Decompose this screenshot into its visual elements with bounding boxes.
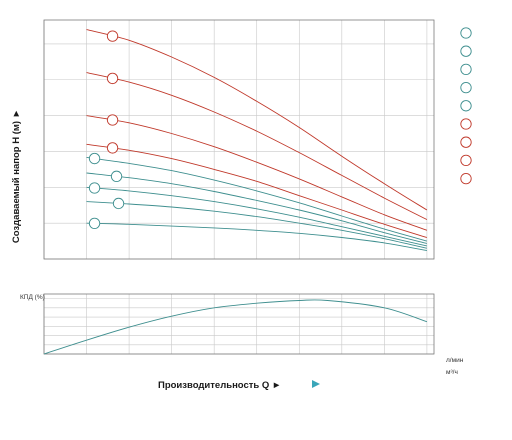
head-curve-2	[86, 201, 427, 249]
curve-marker-8	[106, 72, 119, 85]
curve-marker-7	[106, 114, 119, 126]
legend-marker-1	[460, 27, 472, 39]
head-curve-3	[86, 186, 427, 247]
efficiency-chart-panel	[43, 293, 435, 355]
curve-marker-4	[110, 170, 123, 182]
head-curve-8	[86, 72, 428, 221]
y-axis-title: Создаваемый напор H (м) ►	[11, 109, 22, 243]
head-chart-panel	[43, 19, 435, 260]
efficiency-axis-label: КПД (%)	[20, 294, 45, 301]
legend-marker-5	[460, 100, 472, 112]
efficiency-curve	[43, 299, 428, 355]
legend	[460, 27, 472, 185]
head-plot-frame	[43, 19, 435, 260]
legend-marker-4	[460, 81, 472, 94]
curve-marker-5	[88, 152, 101, 165]
axis-titles: Создаваемый напор H (м) ► КПД (%) Произв…	[11, 109, 464, 391]
head-curve-1	[86, 222, 427, 252]
curve-marker-2	[112, 197, 125, 210]
curve-marker-3	[88, 182, 101, 194]
x-axis-title: Производительность Q ►	[158, 380, 281, 391]
eff-plot-frame	[43, 293, 435, 355]
legend-marker-3	[460, 63, 472, 76]
curve-marker-1	[88, 217, 101, 230]
head-curve-6	[86, 143, 428, 238]
x-axis-arrow-icon	[312, 380, 320, 388]
legend-marker-2	[460, 45, 472, 57]
flow-unit-label-2: м³/ч	[446, 369, 458, 376]
head-curve-9	[86, 29, 428, 211]
curve-marker-9	[106, 30, 119, 42]
curve-marker-6	[106, 142, 119, 154]
legend-marker-7	[460, 136, 472, 148]
head-curve-5	[86, 156, 428, 242]
head-curve-4	[86, 172, 428, 244]
flow-unit-label: л/мин	[446, 357, 464, 364]
legend-marker-6	[460, 118, 472, 130]
head-curve-7	[86, 115, 428, 231]
legend-marker-9	[460, 172, 472, 185]
legend-marker-8	[460, 154, 472, 167]
